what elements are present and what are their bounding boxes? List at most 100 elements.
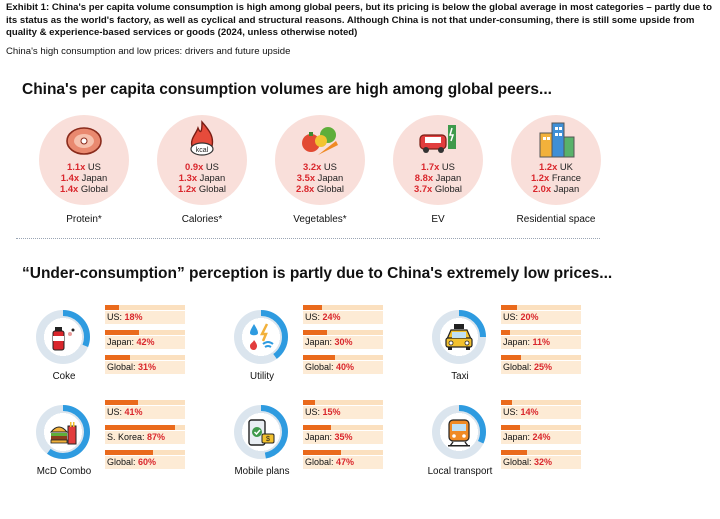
peer-name: Global — [432, 183, 462, 194]
peer-name: US: — [305, 312, 323, 322]
price-ring-gauge — [36, 405, 90, 459]
multiple-value: 1.3x — [178, 172, 198, 183]
peer-name: US — [439, 161, 455, 172]
price-bar-label: Japan: 30% — [303, 336, 383, 349]
price-bar — [303, 450, 341, 455]
price-bar-label: US: 20% — [501, 311, 581, 324]
bar-track — [501, 400, 581, 405]
price-ratio-value: 14% — [520, 407, 539, 417]
peer-name: Japan — [433, 172, 462, 183]
multiple-value: 8.8x — [414, 172, 434, 183]
price-item: Utility US: 24% Japan: 30% Global: 40% — [226, 305, 422, 393]
price-bar-row: US: 41% — [105, 400, 185, 425]
vegetables-icon — [298, 119, 342, 159]
bar-track — [501, 450, 581, 455]
multiple-value: 2.8x — [296, 183, 315, 194]
price-ratio-value: 11% — [532, 337, 551, 347]
price-bar — [105, 305, 120, 310]
price-bar-label: US: 18% — [105, 311, 185, 324]
consumption-multiple: 3.7x Global — [376, 183, 500, 194]
ring-gauge-arc — [234, 405, 288, 459]
price-bar-label: Global: 31% — [105, 361, 185, 374]
price-ratio-value: 30% — [334, 337, 353, 347]
consumption-multiple: 1.1x US — [22, 161, 146, 172]
peer-name: Japan: — [503, 337, 533, 347]
price-bar — [501, 450, 527, 455]
price-ratio-value: 40% — [336, 362, 355, 372]
card-values: 1.7x US 8.8x Japan 3.7x Global — [376, 161, 500, 194]
price-ratio-value: 35% — [334, 432, 353, 442]
ring-gauge-arc — [36, 310, 90, 364]
coke-can-icon — [47, 321, 79, 353]
bar-track — [303, 450, 383, 455]
price-ring-gauge — [432, 405, 486, 459]
multiple-value: 1.2x — [178, 183, 197, 194]
section-heading-consumption: China's per capita consumption volumes a… — [22, 81, 552, 98]
card-label: EV — [431, 214, 445, 225]
price-bar-group: US: 14% Japan: 24% Global: 32% — [501, 400, 581, 480]
utility-icon — [245, 321, 277, 353]
card-background-circle — [393, 115, 483, 205]
peer-name: UK — [557, 161, 573, 172]
price-ratio-value: 41% — [124, 407, 143, 417]
price-bar-label: Japan: 11% — [501, 336, 581, 349]
consumption-multiple: 1.4x Global — [22, 183, 146, 194]
ring-gauge-arc — [36, 405, 90, 459]
multiple-value: 3.2x — [303, 161, 322, 172]
price-bar-label: Global: 60% — [105, 456, 185, 469]
price-bar-row: Global: 25% — [501, 355, 581, 380]
price-bar — [501, 425, 521, 430]
price-bar-group: US: 15% Japan: 35% Global: 47% — [303, 400, 383, 480]
bar-track — [105, 400, 185, 405]
exhibit-subtitle: China's high consumption and low prices:… — [6, 46, 291, 57]
item-label: Utility — [250, 371, 274, 382]
section-divider — [16, 238, 600, 239]
taxi-icon — [443, 321, 475, 353]
card-label: Calories* — [181, 214, 223, 225]
price-bar-group: US: 41% S. Korea: 87% Global: 60% — [105, 400, 185, 480]
price-item: Taxi US: 20% Japan: 11% Global: 25% — [424, 305, 620, 393]
peer-name: Global: — [107, 457, 139, 467]
price-bar-row: Global: 60% — [105, 450, 185, 475]
bar-track — [105, 355, 185, 360]
price-ratio-value: 87% — [147, 432, 166, 442]
card-values: 3.2x US 3.5x Japan 2.8x Global — [258, 161, 382, 194]
bar-track — [105, 330, 185, 335]
price-bar-row: Global: 40% — [303, 355, 383, 380]
price-bar-label: Global: 25% — [501, 361, 581, 374]
multiple-value: 1.2x — [530, 172, 550, 183]
price-bar — [501, 305, 517, 310]
peer-name: Japan — [551, 183, 580, 194]
price-bar-group: US: 20% Japan: 11% Global: 25% — [501, 305, 581, 385]
price-bar — [303, 305, 323, 310]
price-bar — [501, 400, 513, 405]
bar-track — [501, 355, 581, 360]
peer-name: Japan: — [305, 337, 335, 347]
price-bar-label: Global: 40% — [303, 361, 383, 374]
multiple-value: 1.1x — [67, 161, 86, 172]
peer-name: Japan: — [305, 432, 335, 442]
price-ratio-value: 18% — [124, 312, 143, 322]
ring-gauge-arc — [234, 310, 288, 364]
price-bar-row: Global: 31% — [105, 355, 185, 380]
item-label: Taxi — [451, 371, 469, 382]
mobile-plan-icon: $ — [245, 416, 277, 448]
price-ratio-value: 25% — [534, 362, 553, 372]
price-ratio-value: 24% — [532, 432, 551, 442]
multiple-value: 1.2x — [539, 161, 558, 172]
peer-name: Global: — [107, 362, 139, 372]
price-ratio-value: 60% — [138, 457, 157, 467]
consumption-multiple: 1.7x US — [376, 161, 500, 172]
multiple-value: 1.4x — [60, 172, 80, 183]
consumption-multiple: 3.5x Japan — [258, 172, 382, 183]
peer-name: US: — [107, 312, 125, 322]
bar-track — [105, 450, 185, 455]
price-bar-row: Japan: 30% — [303, 330, 383, 355]
price-bar — [501, 355, 521, 360]
exhibit-title: Exhibit 1: China's per capita volume con… — [6, 2, 712, 39]
price-bar — [501, 330, 510, 335]
price-bar-label: US: 41% — [105, 406, 185, 419]
peer-name: Japan — [79, 172, 108, 183]
price-bar — [105, 425, 175, 430]
bar-track — [501, 305, 581, 310]
